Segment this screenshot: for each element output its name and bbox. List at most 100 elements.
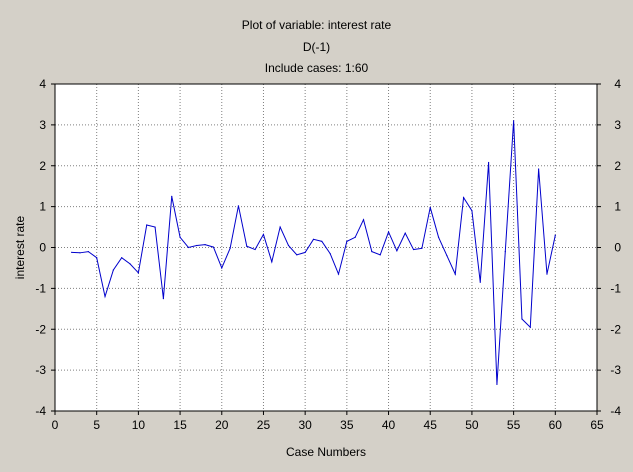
data-point xyxy=(538,168,540,170)
data-point xyxy=(504,250,506,253)
y-tick-label-left: 4 xyxy=(39,77,46,91)
data-point xyxy=(412,248,415,251)
data-point xyxy=(521,318,523,320)
y-tick-label-left: -2 xyxy=(35,322,46,336)
x-tick-label: 15 xyxy=(173,418,187,432)
data-point xyxy=(446,255,448,257)
x-tick-label: 50 xyxy=(465,418,479,432)
data-point xyxy=(329,253,331,255)
x-tick-label: 5 xyxy=(93,418,100,432)
y-tick-label-right: -2 xyxy=(610,322,621,336)
x-tick-label: 65 xyxy=(590,418,604,432)
data-point xyxy=(513,120,515,122)
chart-title: Plot of variable: interest rate xyxy=(241,18,392,32)
x-tick-label: 40 xyxy=(382,418,396,432)
x-tick-label: 20 xyxy=(215,418,229,432)
data-point xyxy=(87,250,89,253)
data-point xyxy=(296,254,298,256)
data-point xyxy=(387,231,390,233)
data-point xyxy=(129,263,131,265)
data-point xyxy=(137,272,139,274)
data-point xyxy=(254,248,256,251)
data-point xyxy=(304,251,306,254)
data-point xyxy=(162,297,164,300)
x-tick-label: 55 xyxy=(507,418,521,432)
y-tick-label-left: 0 xyxy=(39,241,46,255)
data-point xyxy=(471,210,473,212)
data-point xyxy=(262,233,265,236)
chart-subtitle-cases: Include cases: 1:60 xyxy=(264,61,369,75)
data-point xyxy=(154,226,156,228)
data-point xyxy=(488,161,490,164)
data-point xyxy=(371,250,373,253)
data-point xyxy=(496,383,498,386)
x-tick-label: 35 xyxy=(340,418,354,432)
data-point xyxy=(379,254,381,256)
data-point xyxy=(429,206,431,209)
y-tick-label-left: 2 xyxy=(39,159,46,173)
data-point xyxy=(179,236,181,238)
y-tick-label-right: 1 xyxy=(614,200,621,214)
data-point xyxy=(437,236,440,238)
data-point xyxy=(312,238,315,240)
data-point xyxy=(396,250,398,252)
y-tick-label-left: 1 xyxy=(39,200,46,214)
data-point xyxy=(529,326,531,328)
y-tick-label-right: 2 xyxy=(614,159,621,173)
data-point xyxy=(354,236,356,238)
y-tick-label-right: 4 xyxy=(614,77,621,91)
data-point xyxy=(479,281,481,283)
data-point xyxy=(229,247,231,249)
data-point xyxy=(237,205,240,207)
series-layer xyxy=(71,120,556,386)
axes: 0 5 10 15 20 25 30 35 40 45 50 55 60 65-4 -4-3 -3-2 -2-1… xyxy=(35,77,621,432)
data-point xyxy=(321,240,323,242)
x-tick-label: 60 xyxy=(549,418,563,432)
data-point xyxy=(462,197,465,199)
y-tick-label-right: 3 xyxy=(614,118,621,132)
data-point xyxy=(421,247,423,249)
x-axis-title: Case Numbers xyxy=(286,445,366,459)
data-point xyxy=(271,261,273,263)
y-tick-label-left: 3 xyxy=(39,118,46,132)
data-point xyxy=(204,244,206,246)
data-point xyxy=(246,245,248,247)
x-tick-label: 45 xyxy=(424,418,438,432)
data-point xyxy=(454,273,456,275)
y-tick-label-left: -3 xyxy=(35,363,46,377)
data-point xyxy=(79,252,81,254)
data-point xyxy=(71,251,73,254)
data-point xyxy=(96,257,98,259)
data-point xyxy=(546,273,548,275)
data-point xyxy=(221,267,223,269)
data-point xyxy=(346,240,348,242)
y-axis-title: interest rate xyxy=(13,215,27,279)
data-point xyxy=(362,219,365,221)
y-tick-label-left: -4 xyxy=(35,404,46,418)
data-point xyxy=(112,269,114,271)
x-tick-label: 10 xyxy=(132,418,146,432)
data-point xyxy=(279,226,281,228)
y-tick-label-right: 0 xyxy=(614,241,621,255)
data-point xyxy=(196,244,198,247)
data-point xyxy=(554,234,556,236)
data-point xyxy=(404,232,406,234)
data-point xyxy=(171,195,173,198)
x-tick-label: 30 xyxy=(298,418,312,432)
x-tick-label: 25 xyxy=(257,418,271,432)
data-point xyxy=(146,224,148,226)
grid-lines xyxy=(55,84,597,411)
data-point xyxy=(104,295,106,298)
x-tick-label: 0 xyxy=(52,418,59,432)
chart-subtitle: D(-1) xyxy=(302,40,331,54)
data-point xyxy=(187,246,190,249)
data-point xyxy=(121,257,123,259)
y-tick-label-right: -1 xyxy=(610,281,621,295)
y-tick-label-right: -3 xyxy=(610,363,621,377)
y-tick-label-right: -4 xyxy=(610,404,621,418)
data-point xyxy=(212,246,215,248)
data-point xyxy=(337,273,340,275)
y-tick-label-left: -1 xyxy=(35,281,46,295)
